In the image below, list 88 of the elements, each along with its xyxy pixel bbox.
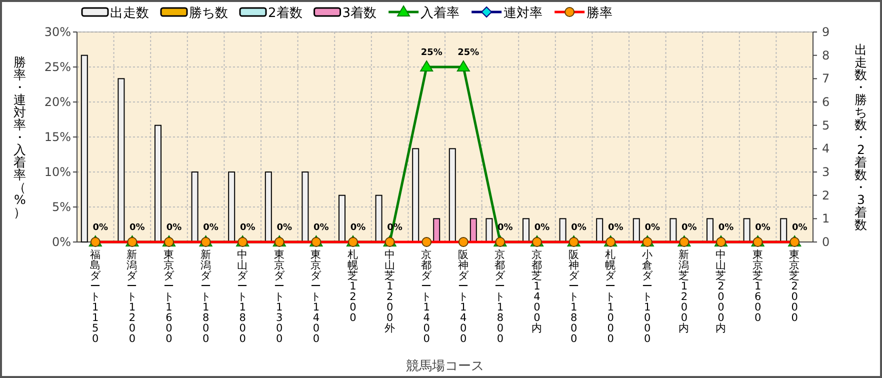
- category-label: 札幌ダート1000: [605, 249, 616, 345]
- data-label: 0%: [276, 223, 292, 233]
- category-label: 東京ダート1600: [164, 249, 174, 345]
- bar: [522, 218, 530, 242]
- data-label: 0%: [203, 223, 218, 233]
- category-label: 東京ダート1300: [274, 249, 285, 345]
- data-label: 25%: [420, 48, 442, 58]
- category-label: 阪神ダート1800: [568, 249, 580, 345]
- category-label: 東京ダート1400: [310, 249, 322, 345]
- bar: [486, 218, 493, 242]
- y2-tick-label: 6: [822, 95, 830, 109]
- y2-tick-label: 3: [822, 165, 830, 179]
- x-axis-title: 競馬場コース: [406, 359, 484, 374]
- bar: [743, 218, 750, 242]
- x-tick-label: 東京芝2000: [789, 248, 800, 324]
- bar: [470, 218, 477, 242]
- bar: [559, 218, 566, 242]
- data-label: 0%: [314, 223, 329, 233]
- data-label: 0%: [166, 223, 182, 233]
- y-tick-label: 15%: [44, 130, 71, 144]
- data-label: 0%: [240, 223, 256, 233]
- text: 勝率・連対率・入着率（%）: [14, 54, 26, 220]
- bar: [596, 218, 604, 242]
- x-tick-label: 東京芝1600: [752, 248, 764, 324]
- bar: [80, 54, 88, 242]
- legend-label: 2着数: [268, 5, 302, 21]
- y-tick-label: 20%: [44, 95, 71, 109]
- data-label: 0%: [755, 223, 770, 233]
- y2-tick-label: 9: [822, 25, 830, 39]
- y-tick-label: 30%: [44, 25, 71, 39]
- y-tick-label: 5%: [52, 200, 71, 214]
- bar: [632, 218, 640, 242]
- text: 出走数・勝ち数・2着数・3着数: [854, 42, 868, 232]
- category-label: 小倉ダート1000: [642, 249, 653, 345]
- bar: [448, 148, 456, 242]
- bar: [118, 78, 125, 242]
- y2-tick-label: 0: [822, 235, 830, 249]
- bar: [780, 218, 788, 242]
- data-label: 0%: [534, 223, 550, 233]
- y2-tick-label: 5: [822, 118, 830, 132]
- data-label: 0%: [350, 223, 366, 233]
- bar: [375, 194, 382, 242]
- data-label: 0%: [682, 223, 697, 233]
- data-label: 0%: [792, 223, 808, 233]
- legend-label: 入着率: [420, 5, 460, 21]
- y-tick-label: 25%: [44, 60, 71, 74]
- category-label: 中山ダート1800: [237, 249, 248, 345]
- bar: [191, 172, 198, 242]
- category-label: 阪神ダート1400: [458, 249, 469, 345]
- data-label: 0%: [608, 223, 624, 233]
- x-tick-label: 札幌芝1200: [348, 248, 358, 324]
- data-label: 0%: [130, 223, 145, 233]
- category-label: 福島ダート1150: [90, 249, 101, 345]
- data-label: 0%: [92, 223, 108, 233]
- data-label: 0%: [498, 223, 513, 233]
- bar: [670, 218, 677, 242]
- legend-label: 3着数: [342, 5, 377, 21]
- y2-tick-label: 8: [822, 48, 830, 62]
- bar: [338, 194, 346, 242]
- category-label: 京都ダート1400: [421, 249, 432, 345]
- bar: [264, 172, 272, 242]
- x-tick-label: 新潟芝1200内: [678, 248, 690, 334]
- y2-tick-label: 2: [822, 188, 830, 202]
- y-tick-label: 10%: [44, 165, 71, 179]
- y2-tick-label: 1: [822, 212, 830, 226]
- bar: [412, 148, 420, 242]
- legend-label: 連対率: [504, 5, 543, 21]
- legend-label: 勝ち数: [189, 6, 228, 21]
- category-label: 新潟ダート1800: [200, 249, 212, 345]
- category-label: 京都ダート1800: [494, 249, 506, 345]
- legend-label: 出走数: [110, 6, 149, 21]
- bar: [228, 172, 236, 242]
- legend-label: 勝率: [586, 5, 613, 21]
- y2-tick-label: 7: [822, 72, 830, 86]
- y2-tick-label: 4: [822, 142, 830, 156]
- bar: [302, 172, 309, 242]
- data-label: 0%: [571, 223, 586, 233]
- bar: [154, 124, 162, 242]
- x-tick-label: 中山芝2000内: [716, 248, 726, 334]
- data-label: 25%: [458, 48, 480, 58]
- x-tick-label: 中山芝1200外: [384, 248, 396, 334]
- x-tick-label: 京都芝1400内: [532, 248, 542, 334]
- data-label: 0%: [718, 223, 734, 233]
- bar: [433, 218, 440, 242]
- y-tick-label: 0%: [52, 235, 71, 249]
- category-label: 新潟ダート1200: [126, 249, 138, 345]
- bar: [706, 218, 714, 242]
- data-label: 0%: [644, 223, 660, 233]
